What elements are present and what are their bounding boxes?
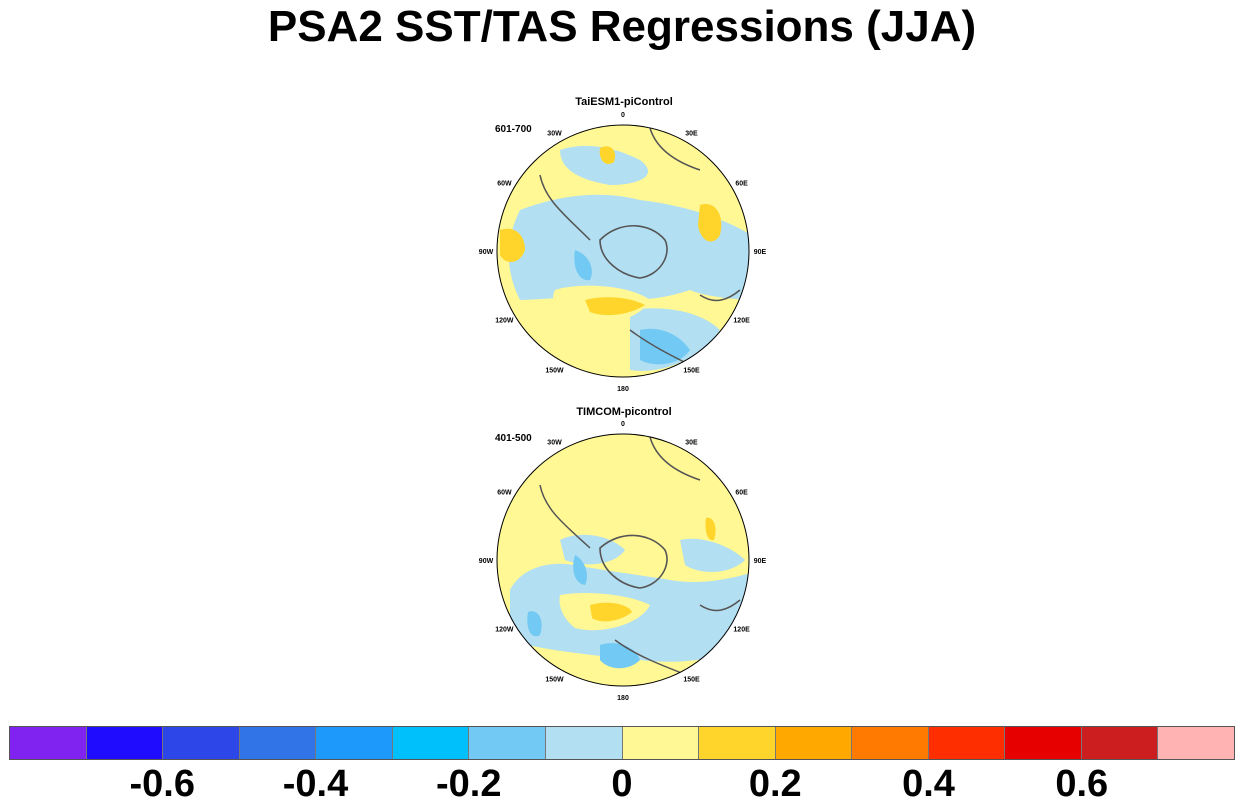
longitude-label: 30E [685, 130, 698, 137]
longitude-label: 180 [617, 695, 629, 702]
longitude-label: 150E [683, 677, 700, 684]
map1-negative-region-atlantic [560, 145, 649, 185]
map2-longitude-labels: 0 30E 60E 90E 120E 150E 180 150W 120W 90W 60W 30W [479, 421, 767, 702]
longitude-label: 90E [754, 558, 767, 565]
colorbar-tick-label: 0.2 [748, 763, 802, 805]
colorbar-swatch [1081, 727, 1159, 759]
colorbar-swatch [239, 727, 317, 759]
colorbar [9, 726, 1235, 760]
colorbar-swatch [469, 727, 546, 759]
colorbar-swatch [699, 727, 776, 759]
map1-antarctica-coastline [599, 224, 668, 279]
longitude-label: 120E [733, 627, 750, 634]
longitude-label: 90W [479, 558, 494, 565]
polar-map-timcom [496, 433, 750, 687]
longitude-label: 0 [621, 112, 625, 119]
longitude-label: 60E [735, 181, 748, 188]
colorbar-tick-label: -0.6 [129, 763, 195, 805]
longitude-label: 120W [495, 318, 514, 325]
map2-negative-region-indian [680, 538, 745, 572]
map2-antarctica-coastline [599, 534, 668, 589]
map1-south-america-coastline [539, 174, 591, 241]
map1-negative-patch-amundsen [574, 250, 592, 281]
colorbar-tick-label: -0.2 [436, 763, 502, 805]
map1-longitude-labels: 0 30E 60E 90E 120E 150E 180 150W 120W 90W 60W 30W [479, 112, 767, 393]
colorbar-swatch [86, 727, 164, 759]
map2-boundary [496, 433, 750, 687]
map1-strong-negative-patch [640, 328, 690, 365]
polar-map-taiesm1 [496, 124, 750, 378]
colorbar-tick-label: 0.4 [902, 763, 955, 805]
longitude-label: 0 [621, 421, 625, 428]
map1-positive-core-indian [698, 204, 722, 242]
longitude-label: 150E [683, 368, 700, 375]
panel-title-taiesm1: TaiESM1-piControl [575, 96, 673, 108]
colorbar-swatch [392, 727, 470, 759]
colorbar-tick-label: 0 [611, 763, 633, 805]
longitude-label: 30W [547, 130, 562, 137]
colorbar-swatch [775, 727, 853, 759]
colorbar-swatch [545, 727, 623, 759]
longitude-label: 150W [545, 677, 564, 684]
colorbar-swatch [1158, 727, 1234, 759]
colorbar-swatch [163, 727, 240, 759]
longitude-label: 30E [685, 439, 698, 446]
longitude-label: 180 [617, 386, 629, 393]
longitude-label: 150W [545, 368, 564, 375]
colorbar-swatch [928, 727, 1006, 759]
map2-africa-coastline [649, 436, 701, 481]
longitude-label: 60E [735, 490, 748, 497]
map2-negative-patch-amundsen [573, 555, 587, 585]
colorbar-tick-label: 0.6 [1055, 763, 1109, 805]
map2-positive-core-ross [590, 602, 632, 622]
longitude-label: 90W [479, 249, 494, 256]
map1-positive-core-north [599, 146, 616, 165]
colorbar-swatch [622, 727, 700, 759]
colorbar-tick-label: -0.4 [282, 763, 349, 805]
map1-positive-core-ross [585, 297, 645, 316]
map1-boundary [496, 124, 750, 378]
map1-positive-core-west [500, 228, 525, 262]
longitude-label: 120W [495, 627, 514, 634]
map2-negative-patch-west [527, 611, 542, 637]
map1-africa-coastline [649, 127, 701, 171]
longitude-label: 30W [547, 439, 562, 446]
colorbar-swatch [1005, 727, 1082, 759]
map2-positive-core-indian [705, 517, 716, 541]
colorbar-swatch [316, 727, 393, 759]
figure-title: PSA2 SST/TAS Regressions (JJA) [267, 2, 977, 51]
longitude-label: 60W [497, 490, 512, 497]
map2-south-america-coastline [539, 484, 591, 549]
colorbar-swatch [10, 727, 87, 759]
longitude-label: 120E [733, 318, 750, 325]
colorbar-swatch [852, 727, 929, 759]
panel-period-taiesm1: 601-700 [495, 124, 532, 135]
panel-period-timcom: 401-500 [495, 433, 532, 444]
map1-australia-coastline [699, 289, 741, 302]
panel-title-timcom: TIMCOM-picontrol [576, 406, 672, 418]
map2-australia-coastline [699, 599, 741, 612]
longitude-label: 90E [754, 249, 767, 256]
longitude-label: 60W [497, 181, 512, 188]
